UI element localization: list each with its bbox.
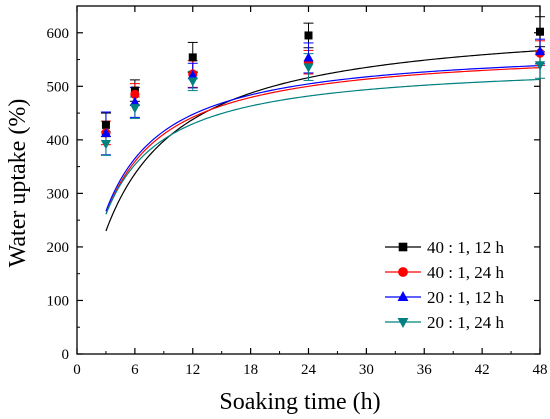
x-tick-label: 48 xyxy=(533,362,548,378)
y-tick-label: 200 xyxy=(47,240,70,256)
fit-curve xyxy=(105,50,541,232)
y-axis-title: Water uptake (%) xyxy=(5,99,31,268)
data-point xyxy=(303,52,314,62)
legend-marker xyxy=(398,267,408,277)
data-point xyxy=(130,89,140,99)
x-tick-label: 30 xyxy=(359,362,374,378)
legend: 40 : 1, 12 h 40 : 1, 24 h 20 : 1, 12 h 20 :… xyxy=(385,238,504,332)
data-point xyxy=(303,63,314,73)
legend-marker xyxy=(397,291,409,301)
y-tick-label: 300 xyxy=(47,186,70,202)
x-tick-label: 18 xyxy=(243,362,258,378)
legend-label: 40 : 1, 12 h xyxy=(427,238,504,257)
legend-label: 20 : 1, 12 h xyxy=(427,288,504,307)
legend-label: 20 : 1, 24 h xyxy=(427,313,504,332)
y-tick-label: 500 xyxy=(47,79,70,95)
fit-curve xyxy=(105,67,541,215)
data-point xyxy=(188,53,197,62)
data-markers xyxy=(100,27,546,150)
error-bars xyxy=(100,16,545,156)
data-point xyxy=(187,77,198,87)
x-tick-label: 6 xyxy=(131,362,139,378)
x-tick-label: 42 xyxy=(475,362,490,378)
fit-curve xyxy=(105,78,541,215)
data-point xyxy=(101,120,110,129)
x-tick-label: 24 xyxy=(301,362,317,378)
fit-curves xyxy=(105,50,541,232)
data-point xyxy=(536,27,544,36)
data-point xyxy=(304,31,313,40)
y-axis: 0 100 200 300 400 500 600 xyxy=(47,26,540,363)
data-point xyxy=(100,139,112,150)
legend-marker xyxy=(397,318,409,328)
x-axis: 0 6 12 18 24 30 36 42 48 xyxy=(73,6,548,378)
data-point xyxy=(100,127,112,138)
data-point xyxy=(129,96,140,106)
data-point xyxy=(534,61,546,71)
x-axis-title: Soaking time (h) xyxy=(219,389,380,415)
y-tick-label: 400 xyxy=(47,133,70,149)
y-tick-label: 0 xyxy=(62,347,70,363)
x-tick-label: 36 xyxy=(417,362,433,378)
data-point xyxy=(129,104,140,114)
y-tick-label: 100 xyxy=(47,293,70,309)
y-tick-label: 600 xyxy=(47,26,70,42)
x-tick-label: 12 xyxy=(185,362,200,378)
fit-curve xyxy=(105,64,541,212)
legend-label: 40 : 1, 24 h xyxy=(427,263,504,282)
legend-marker xyxy=(398,242,408,252)
data-point xyxy=(534,45,546,56)
data-point xyxy=(187,70,198,80)
x-tick-label: 0 xyxy=(73,362,81,378)
